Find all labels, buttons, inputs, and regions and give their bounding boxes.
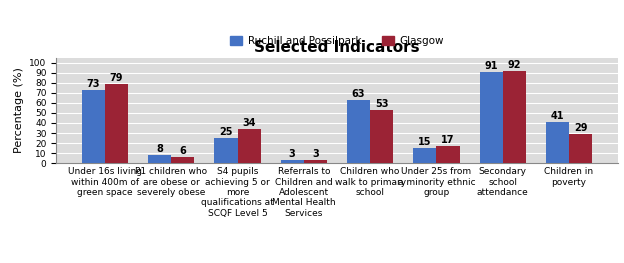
Text: 29: 29 — [574, 123, 587, 133]
Bar — [370, 110, 393, 163]
Bar — [347, 100, 370, 163]
Bar — [148, 155, 171, 163]
Y-axis label: Percentage (%): Percentage (%) — [14, 68, 24, 153]
Bar — [281, 160, 304, 163]
Bar — [105, 84, 128, 163]
Bar — [214, 138, 238, 163]
Bar — [304, 160, 327, 163]
Text: 17: 17 — [441, 135, 455, 145]
Text: 41: 41 — [550, 111, 564, 121]
Bar — [413, 148, 436, 163]
Bar — [171, 157, 195, 163]
Text: 3: 3 — [289, 149, 296, 159]
Title: Selected Indicators: Selected Indicators — [254, 40, 420, 55]
Bar — [503, 71, 526, 163]
Legend: Ruchill and Possilpark, Glasgow: Ruchill and Possilpark, Glasgow — [226, 32, 448, 50]
Bar — [82, 90, 105, 163]
Text: 3: 3 — [312, 149, 319, 159]
Text: 63: 63 — [352, 89, 365, 99]
Text: 91: 91 — [484, 61, 498, 71]
Text: 25: 25 — [219, 127, 233, 137]
Text: 92: 92 — [507, 60, 521, 70]
Text: 8: 8 — [156, 144, 163, 154]
Bar — [238, 129, 261, 163]
Text: 6: 6 — [180, 146, 186, 156]
Bar — [546, 122, 569, 163]
Text: 53: 53 — [375, 99, 389, 109]
Text: 34: 34 — [242, 118, 256, 128]
Text: 73: 73 — [87, 79, 100, 89]
Bar — [436, 146, 460, 163]
Text: 79: 79 — [110, 73, 124, 83]
Bar — [569, 134, 592, 163]
Text: 15: 15 — [418, 137, 432, 147]
Bar — [479, 72, 503, 163]
